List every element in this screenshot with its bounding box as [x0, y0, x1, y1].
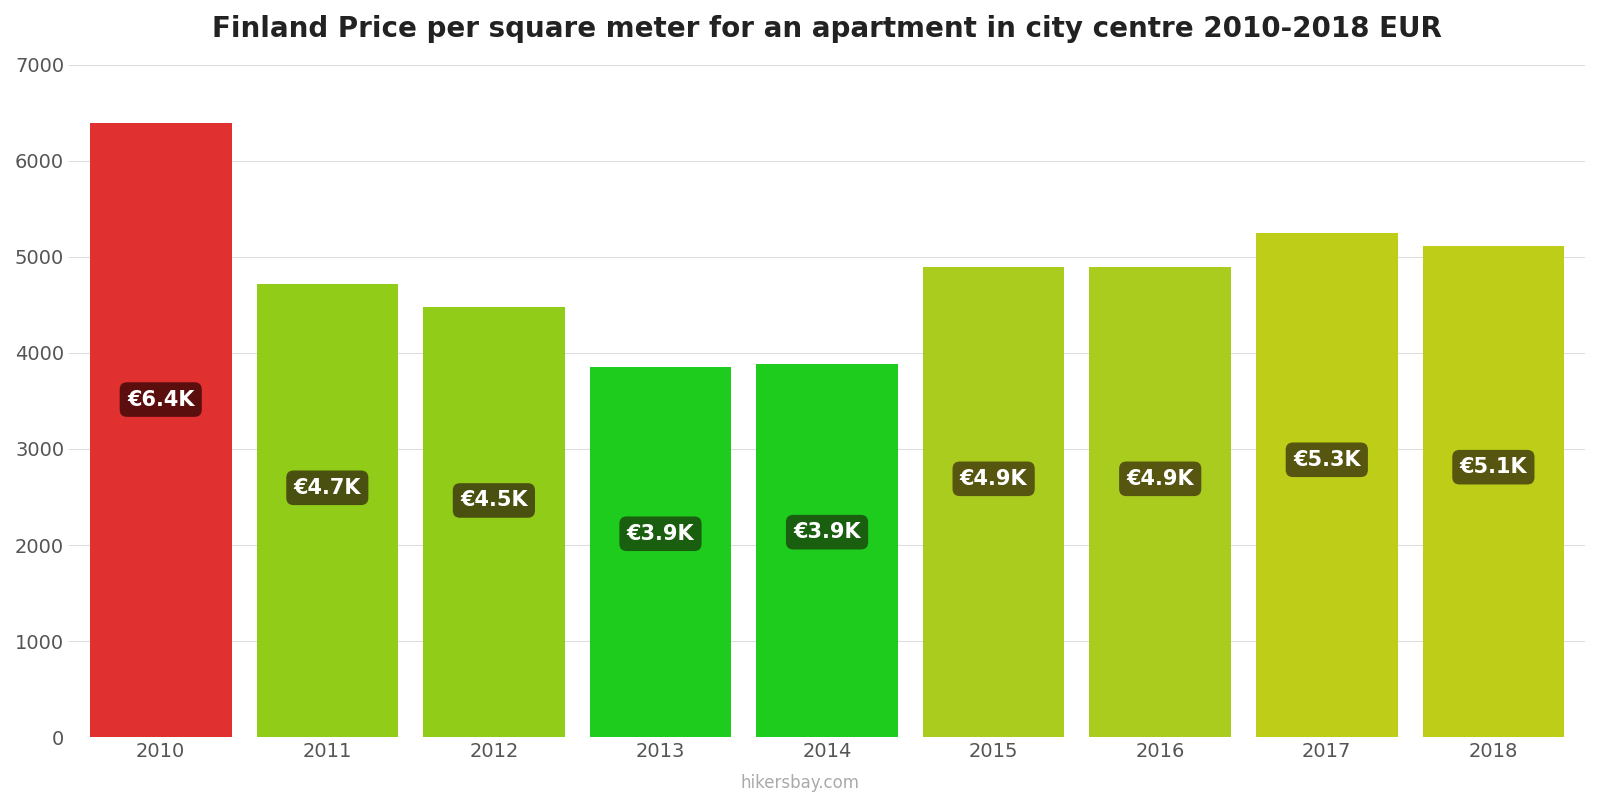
Text: €6.4K: €6.4K	[126, 390, 195, 410]
Title: Finland Price per square meter for an apartment in city centre 2010-2018 EUR: Finland Price per square meter for an ap…	[213, 15, 1442, 43]
Text: €4.5K: €4.5K	[461, 490, 528, 510]
Text: hikersbay.com: hikersbay.com	[741, 774, 859, 792]
Bar	[1422, 246, 1565, 737]
Bar	[1256, 233, 1397, 737]
Text: €4.7K: €4.7K	[293, 478, 362, 498]
Text: €4.9K: €4.9K	[960, 469, 1027, 489]
Bar	[757, 365, 898, 737]
Text: €3.9K: €3.9K	[794, 522, 861, 542]
Text: €4.9K: €4.9K	[1126, 469, 1194, 489]
Bar	[923, 267, 1064, 737]
Bar	[422, 307, 565, 737]
Text: €5.1K: €5.1K	[1459, 457, 1526, 477]
Text: €3.9K: €3.9K	[627, 524, 694, 544]
Bar	[90, 123, 232, 737]
Bar	[590, 367, 731, 737]
Text: €5.3K: €5.3K	[1293, 450, 1360, 470]
Bar	[1090, 267, 1230, 737]
Bar	[256, 284, 398, 737]
